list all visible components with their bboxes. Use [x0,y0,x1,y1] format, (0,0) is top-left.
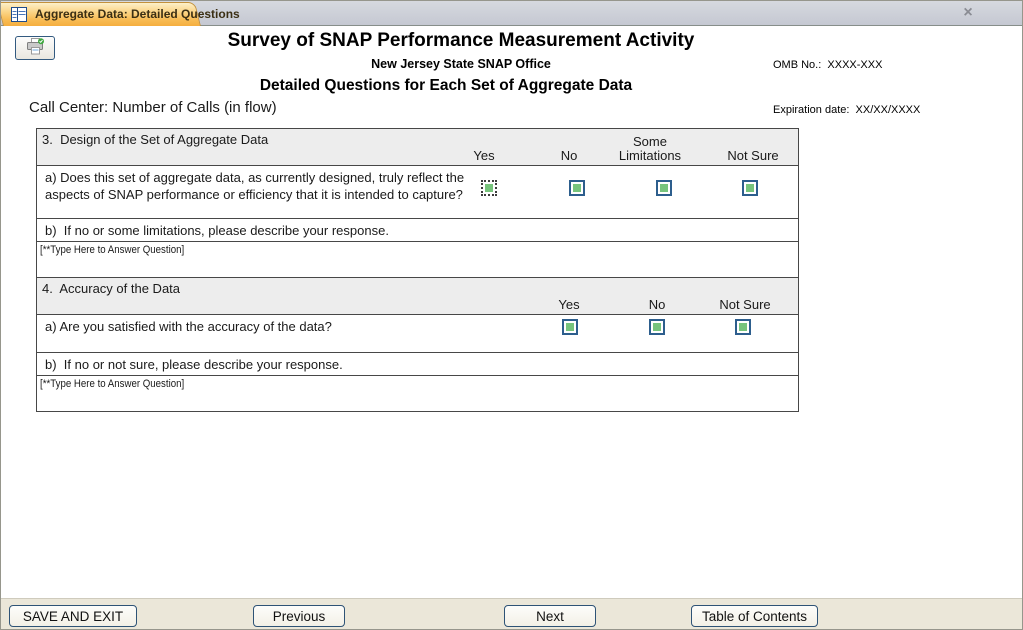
q4a-checkbox-yes[interactable] [562,319,578,335]
question3-answer-box[interactable]: [**Type Here to Answer Question] [37,242,798,278]
checkbox-fill [573,184,581,192]
q4-col-yes: Yes [558,297,580,312]
q3a-checkbox-some-limitations[interactable] [656,180,672,196]
q4-col-no: No [648,297,666,312]
footer-bar: SAVE AND EXIT Previous Next Table of Con… [1,598,1022,629]
question-table: 3. Design of the Set of Aggregate Data Y… [36,128,799,412]
checkbox-fill [566,323,574,331]
question3-answer-placeholder[interactable]: [**Type Here to Answer Question] [40,244,185,256]
omb-info: OMB No.: XXXX-XXX Expiration date: XX/XX… [773,28,920,148]
q3a-checkbox-not-sure[interactable] [742,180,758,196]
q4a-checkbox-no[interactable] [649,319,665,335]
form-icon [11,6,27,22]
question4-header-row: 4. Accuracy of the Data Yes No Not Sure [37,278,798,315]
checkbox-fill [660,184,668,192]
dataset-label: Call Center: Number of Calls (in flow) [29,99,277,116]
checkbox-fill [739,323,747,331]
tab-aggregate-data[interactable]: Aggregate Data: Detailed Questions [3,2,240,26]
question4a-text: a) Are you satisfied with the accuracy o… [45,319,332,334]
tab-label: Aggregate Data: Detailed Questions [35,7,240,21]
q3-col-yes: Yes [473,148,495,163]
question4-answer-placeholder[interactable]: [**Type Here to Answer Question] [40,378,185,390]
q3-col-some-limitations: Some Limitations [618,134,682,163]
question3b-text: b) If no or some limitations, please des… [45,223,389,238]
checkbox-fill [746,184,754,192]
form-title: Survey of SNAP Performance Measurement A… [227,30,695,51]
question3a-row: a) Does this set of aggregate data, as c… [37,166,798,219]
question4-answer-box[interactable]: [**Type Here to Answer Question] [37,376,798,411]
q3a-checkbox-no[interactable] [569,180,585,196]
save-and-exit-button[interactable]: SAVE AND EXIT [9,605,137,627]
printer-icon [26,38,45,58]
checkbox-fill [485,184,493,192]
omb-number: OMB No.: XXXX-XXX [773,59,883,71]
print-button[interactable] [15,36,55,60]
q3-col-no: No [560,148,578,163]
next-button[interactable]: Next [504,605,596,627]
question3a-text: a) Does this set of aggregate data, as c… [45,170,468,202]
close-icon[interactable]: × [963,4,973,21]
question3b-row: b) If no or some limitations, please des… [37,219,798,242]
question4b-row: b) If no or not sure, please describe yo… [37,353,798,376]
question3-header-row: 3. Design of the Set of Aggregate Data Y… [37,129,798,166]
q4a-checkbox-not-sure[interactable] [735,319,751,335]
previous-button[interactable]: Previous [253,605,345,627]
q3a-checkbox-yes[interactable] [481,180,497,196]
question4-header: 4. Accuracy of the Data [42,281,181,296]
expiration-date: Expiration date: XX/XX/XXXX [773,104,921,116]
question4b-text: b) If no or not sure, please describe yo… [45,357,343,372]
question3-header: 3. Design of the Set of Aggregate Data [42,132,269,147]
q4-col-not-sure: Not Sure [719,297,771,312]
question4a-row: a) Are you satisfied with the accuracy o… [37,315,798,353]
checkbox-fill [653,323,661,331]
q3-col-not-sure: Not Sure [727,148,779,163]
table-of-contents-button[interactable]: Table of Contents [691,605,818,627]
tab-bar: Aggregate Data: Detailed Questions × [1,1,1022,26]
page-subtitle: Detailed Questions for Each Set of Aggre… [259,77,633,94]
office-subtitle: New Jersey State SNAP Office [371,57,551,71]
